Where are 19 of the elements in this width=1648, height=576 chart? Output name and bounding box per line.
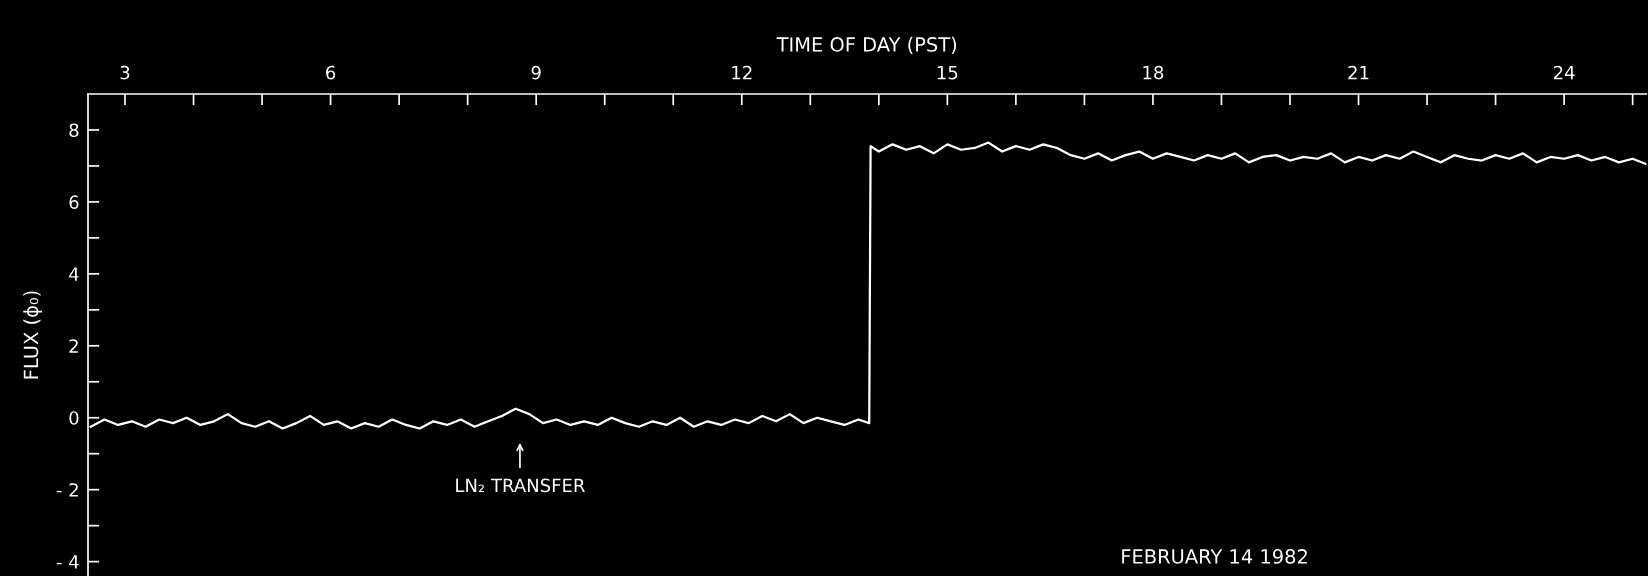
annotation: LN₂ TRANSFER: [456, 478, 585, 493]
x-tick-label: 18: [1143, 65, 1164, 80]
y-tick-label: 2: [69, 339, 78, 353]
x-tick-label: 21: [1348, 65, 1369, 80]
x-tick-label: 3: [120, 65, 130, 80]
y-tick-label: 0: [69, 411, 79, 425]
annotation: FEBRUARY 14 1982: [1122, 549, 1307, 564]
x-tick-label: 24: [1553, 65, 1575, 80]
y-tick-label: 4: [69, 267, 79, 281]
y-tick-label: - 2: [56, 483, 78, 497]
x-tick-label: 15: [937, 65, 958, 80]
x-tick-label: 9: [531, 65, 541, 80]
x-tick-label: 12: [732, 65, 752, 80]
y-tick-label: 8: [69, 123, 79, 138]
x-tick-label: 6: [326, 65, 336, 80]
y-tick-label: - 4: [56, 555, 79, 569]
y-axis-title: FLUX (ϕ₀): [23, 291, 43, 379]
y-tick-label: 6: [69, 195, 79, 210]
x-axis-title: TIME OF DAY (PST): [776, 36, 957, 55]
